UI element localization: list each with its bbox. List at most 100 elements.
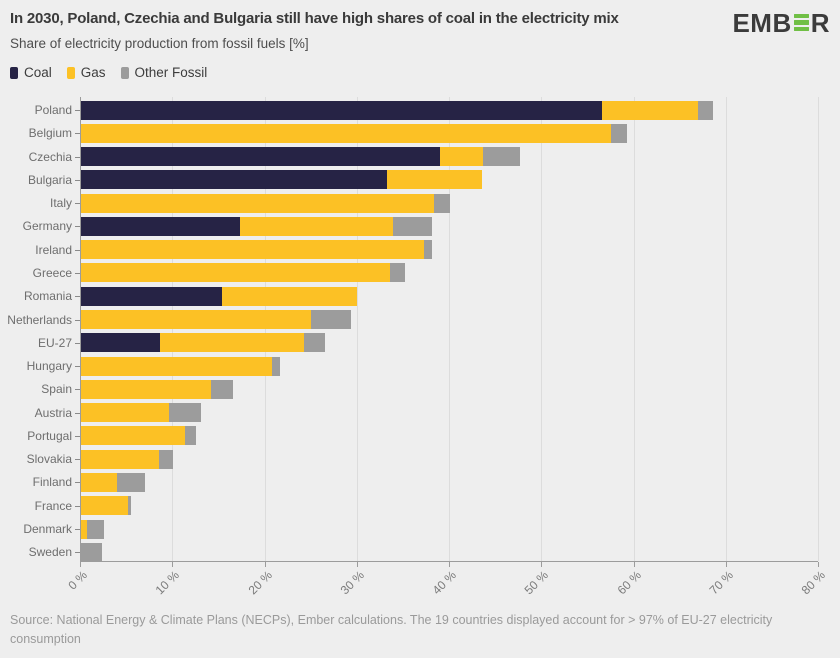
y-axis-tick (75, 272, 80, 274)
bar-hungary-gas[interactable] (81, 356, 272, 376)
gridline-40 (449, 97, 450, 561)
bar-row-romania (81, 286, 819, 306)
bar-germany-other-fossil[interactable] (392, 216, 433, 236)
bar-spain-gas[interactable] (81, 379, 212, 399)
bar-france-other-fossil[interactable] (128, 496, 131, 516)
bar-eu-27-coal[interactable] (81, 333, 161, 353)
bar-row-sweden (81, 542, 819, 562)
bar-poland-coal[interactable] (81, 100, 603, 120)
y-axis-tick (75, 389, 80, 391)
bar-row-ireland (81, 240, 819, 260)
y-axis-label-slovakia: Slovakia (26, 452, 72, 467)
source-note: Source: National Energy & Climate Plans … (10, 613, 773, 646)
y-axis-tick (75, 482, 80, 484)
gridline-80 (818, 97, 819, 561)
y-axis-tick (75, 366, 80, 368)
bar-greece-other-fossil[interactable] (390, 263, 405, 283)
bar-denmark-other-fossil[interactable] (87, 519, 105, 539)
gridline-60 (633, 97, 635, 561)
y-axis-label-finland: Finland (32, 475, 72, 490)
coal-swatch-icon (10, 66, 18, 79)
bar-denmark-gas[interactable] (81, 519, 88, 539)
y-axis-tick (75, 319, 80, 321)
y-axis-label-sweden: Sweden (28, 545, 72, 560)
y-axis-label-hungary: Hungary (26, 359, 72, 374)
bar-czechia-gas[interactable] (439, 147, 484, 167)
bar-portugal-gas[interactable] (81, 426, 186, 446)
y-axis-label-germany: Germany (22, 219, 72, 234)
bar-eu-27-gas[interactable] (160, 333, 305, 353)
x-axis-tick (725, 562, 727, 567)
y-axis-tick (75, 226, 80, 228)
bar-austria-gas[interactable] (81, 403, 169, 423)
bar-poland-gas[interactable] (602, 100, 699, 120)
bar-row-portugal (81, 426, 819, 446)
bar-row-poland (81, 100, 819, 120)
bar-slovakia-other-fossil[interactable] (159, 449, 174, 469)
x-axis-tick (633, 562, 635, 567)
legend-label: Gas (80, 65, 106, 80)
y-axis-tick (75, 110, 80, 111)
x-axis-tick (80, 562, 81, 567)
y-axis-tick (75, 459, 80, 461)
ember-logo-e-icon (793, 14, 809, 31)
bar-hungary-other-fossil[interactable] (271, 356, 281, 376)
bar-row-finland (81, 472, 819, 492)
bar-czechia-coal[interactable] (81, 147, 440, 167)
y-axis-label-bulgaria: Bulgaria (27, 172, 72, 187)
bar-poland-other-fossil[interactable] (698, 100, 713, 120)
y-axis-label-ireland: Ireland (35, 242, 72, 257)
x-axis-tick (449, 562, 450, 567)
bar-spain-other-fossil[interactable] (211, 379, 234, 399)
y-axis-tick (75, 412, 80, 414)
bar-row-hungary (81, 356, 819, 376)
bar-italy-gas[interactable] (81, 193, 435, 213)
ember-logo-text-emb: EMB (732, 8, 792, 38)
bar-finland-other-fossil[interactable] (116, 472, 145, 492)
gas-swatch-icon (66, 66, 75, 79)
bar-ireland-gas[interactable] (81, 240, 425, 260)
y-axis-tick (75, 435, 80, 437)
bar-romania-coal[interactable] (81, 286, 223, 306)
bar-bulgaria-coal[interactable] (81, 170, 388, 190)
bar-belgium-gas[interactable] (81, 123, 612, 143)
x-axis-tick (172, 562, 174, 567)
bar-finland-gas[interactable] (81, 472, 117, 492)
ember-logo: EMB R (732, 10, 830, 36)
bar-romania-gas[interactable] (222, 286, 357, 306)
bar-germany-coal[interactable] (81, 216, 240, 236)
y-axis-label-eu-27: EU-27 (37, 335, 72, 350)
bar-sweden-other-fossil[interactable] (81, 542, 103, 562)
legend-item-gas[interactable]: Gas (66, 65, 106, 80)
bar-row-greece (81, 263, 819, 283)
y-axis-tick (75, 249, 80, 251)
bar-greece-gas[interactable] (81, 263, 391, 283)
y-axis-tick (75, 342, 80, 344)
bar-ireland-other-fossil[interactable] (424, 240, 432, 260)
bar-netherlands-gas[interactable] (81, 310, 311, 330)
y-axis-tick (75, 529, 80, 531)
bar-germany-gas[interactable] (239, 216, 393, 236)
bar-netherlands-other-fossil[interactable] (310, 310, 352, 330)
x-axis-tick (541, 562, 543, 567)
legend-item-other-fossil[interactable]: Other Fossil (120, 65, 207, 80)
legend-item-coal[interactable]: Coal (10, 65, 52, 80)
bar-portugal-other-fossil[interactable] (185, 426, 197, 446)
y-axis-label-belgium: Belgium (28, 126, 72, 141)
bar-bulgaria-gas[interactable] (387, 170, 483, 190)
y-axis-tick (75, 552, 80, 554)
bar-row-bulgaria (81, 170, 819, 190)
bar-austria-other-fossil[interactable] (168, 403, 201, 423)
bar-slovakia-gas[interactable] (81, 449, 160, 469)
bar-italy-other-fossil[interactable] (434, 193, 450, 213)
bar-czechia-other-fossil[interactable] (483, 147, 521, 167)
bar-eu-27-other-fossil[interactable] (304, 333, 325, 353)
y-axis-label-austria: Austria (34, 405, 72, 420)
y-axis-label-greece: Greece (32, 265, 72, 280)
bar-france-gas[interactable] (81, 496, 129, 516)
y-axis-label-denmark: Denmark (23, 522, 72, 537)
bar-belgium-other-fossil[interactable] (611, 123, 628, 143)
y-axis-label-italy: Italy (49, 196, 72, 211)
chart-title: In 2030, Poland, Czechia and Bulgaria st… (10, 10, 619, 27)
